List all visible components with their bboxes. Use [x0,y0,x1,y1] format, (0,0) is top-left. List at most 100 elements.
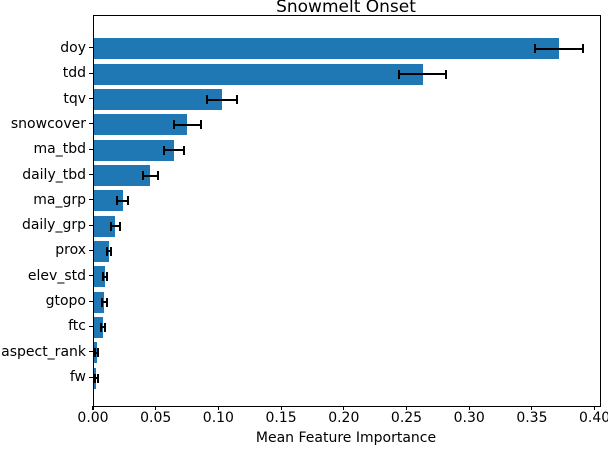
y-tick-label-daily_grp: daily_grp [21,217,86,234]
x-tick-mark-0.05 [155,406,157,410]
bar-daily_tbd [94,165,151,186]
y-tick-mark-tqv [89,97,93,100]
error-cap-right-ftc [103,322,106,332]
error-bar-fw [95,377,98,380]
y-tick-label-tdd: tdd [62,65,86,82]
x-tick-mark-0.30 [468,406,470,410]
y-tick-label-ftc: ftc [68,318,86,335]
error-cap-right-snowcover [200,120,203,130]
error-bar-daily_grp [110,225,120,228]
error-bar-ma_tbd [164,149,185,152]
error-cap-right-elev_std [106,272,109,282]
y-tick-label-aspect_rank: aspect_rank [1,343,86,360]
x-tick-label-0.40: 0.40 [579,410,608,426]
error-cap-left-ftc [99,322,102,332]
error-cap-left-tqv [205,95,208,104]
y-tick-label-tqv: tqv [63,90,86,107]
x-tick-mark-0.20 [343,406,345,410]
x-tick-label-0.10: 0.10 [202,410,234,426]
y-tick-mark-ma_grp [89,199,93,201]
error-cap-left-daily_grp [109,221,112,231]
y-tick-mark-tdd [89,72,93,74]
bar-elev_std [94,266,105,288]
error-cap-right-fw [96,373,99,383]
bar-tdd [94,63,423,85]
error-cap-left-tdd [397,69,400,79]
error-cap-right-ma_tbd [183,145,186,155]
error-cap-right-prox [110,246,113,256]
error-bar-elev_std [102,275,108,278]
error-bar-prox [107,250,112,253]
y-tick-mark-elev_std [89,275,93,277]
error-cap-left-daily_tbd [141,171,144,180]
y-tick-mark-ma_tbd [89,148,93,150]
bar-daily_grp [94,215,116,237]
x-tick-mark-0.40 [594,406,596,410]
error-cap-left-doy [534,44,537,54]
error-cap-right-tdd [445,69,448,79]
y-tick-mark-daily_tbd [89,173,93,176]
error-cap-right-daily_grp [118,221,121,231]
bar-gtopo [94,291,105,313]
y-tick-label-doy: doy [60,39,86,56]
plot-area [93,15,601,407]
x-tick-label-0.15: 0.15 [265,410,297,426]
x-tick-mark-0.00 [92,406,94,410]
x-tick-label-0.00: 0.00 [77,410,109,426]
y-tick-mark-prox [89,249,93,252]
y-tick-label-ma_tbd: ma_tbd [33,141,86,158]
bar-doy [94,38,560,60]
error-cap-left-prox [106,246,109,256]
x-axis-label: Mean Feature Importance [255,430,437,446]
y-tick-mark-fw [89,376,93,378]
error-bar-snowcover [173,123,202,126]
error-cap-right-tqv [235,95,238,104]
y-tick-label-elev_std: elev_std [27,267,86,284]
x-tick-label-0.35: 0.35 [516,410,548,426]
bar-ma_tbd [94,139,175,161]
y-tick-label-daily_tbd: daily_tbd [22,166,86,183]
bar-ma_grp [94,190,123,212]
y-tick-label-snowcover: snowcover [10,115,86,132]
error-cap-right-gtopo [105,297,108,307]
x-tick-label-0.05: 0.05 [140,410,172,426]
error-cap-left-snowcover [172,120,175,130]
x-tick-label-0.20: 0.20 [328,410,360,426]
y-tick-label-prox: prox [55,242,86,259]
y-tick-label-gtopo: gtopo [45,293,86,310]
x-tick-mark-0.15 [280,406,282,410]
error-cap-right-aspect_rank [96,348,99,358]
x-tick-mark-0.25 [405,406,408,410]
error-cap-left-ma_grp [116,196,119,206]
y-tick-mark-doy [89,47,93,49]
error-cap-right-ma_grp [127,196,130,206]
error-bar-ma_grp [117,199,129,202]
error-bar-daily_tbd [142,174,158,177]
error-cap-left-aspect_rank [94,348,97,358]
error-cap-left-elev_std [101,272,104,282]
bar-snowcover [94,114,188,136]
x-tick-mark-0.10 [217,406,219,410]
y-tick-mark-aspect_rank [89,351,93,353]
error-cap-left-ma_tbd [163,145,166,155]
y-tick-label-fw: fw [69,369,86,386]
error-bar-tqv [206,98,237,101]
y-tick-mark-ftc [89,325,93,328]
error-cap-left-gtopo [101,297,104,307]
error-cap-left-fw [94,373,96,383]
y-tick-mark-daily_grp [89,224,93,226]
error-bar-doy [535,47,584,50]
error-bar-aspect_rank [95,351,98,354]
y-tick-mark-snowcover [89,123,93,125]
x-tick-label-0.25: 0.25 [390,410,423,426]
bar-prox [94,240,110,262]
bar-ftc [94,316,103,338]
x-tick-label-0.30: 0.30 [453,410,485,426]
y-tick-label-ma_grp: ma_grp [33,191,86,208]
error-cap-right-doy [582,44,585,54]
error-bar-ftc [100,326,105,329]
y-tick-mark-gtopo [89,300,93,302]
error-cap-right-daily_tbd [156,171,159,180]
chart-title: Snowmelt Onset [276,0,416,17]
